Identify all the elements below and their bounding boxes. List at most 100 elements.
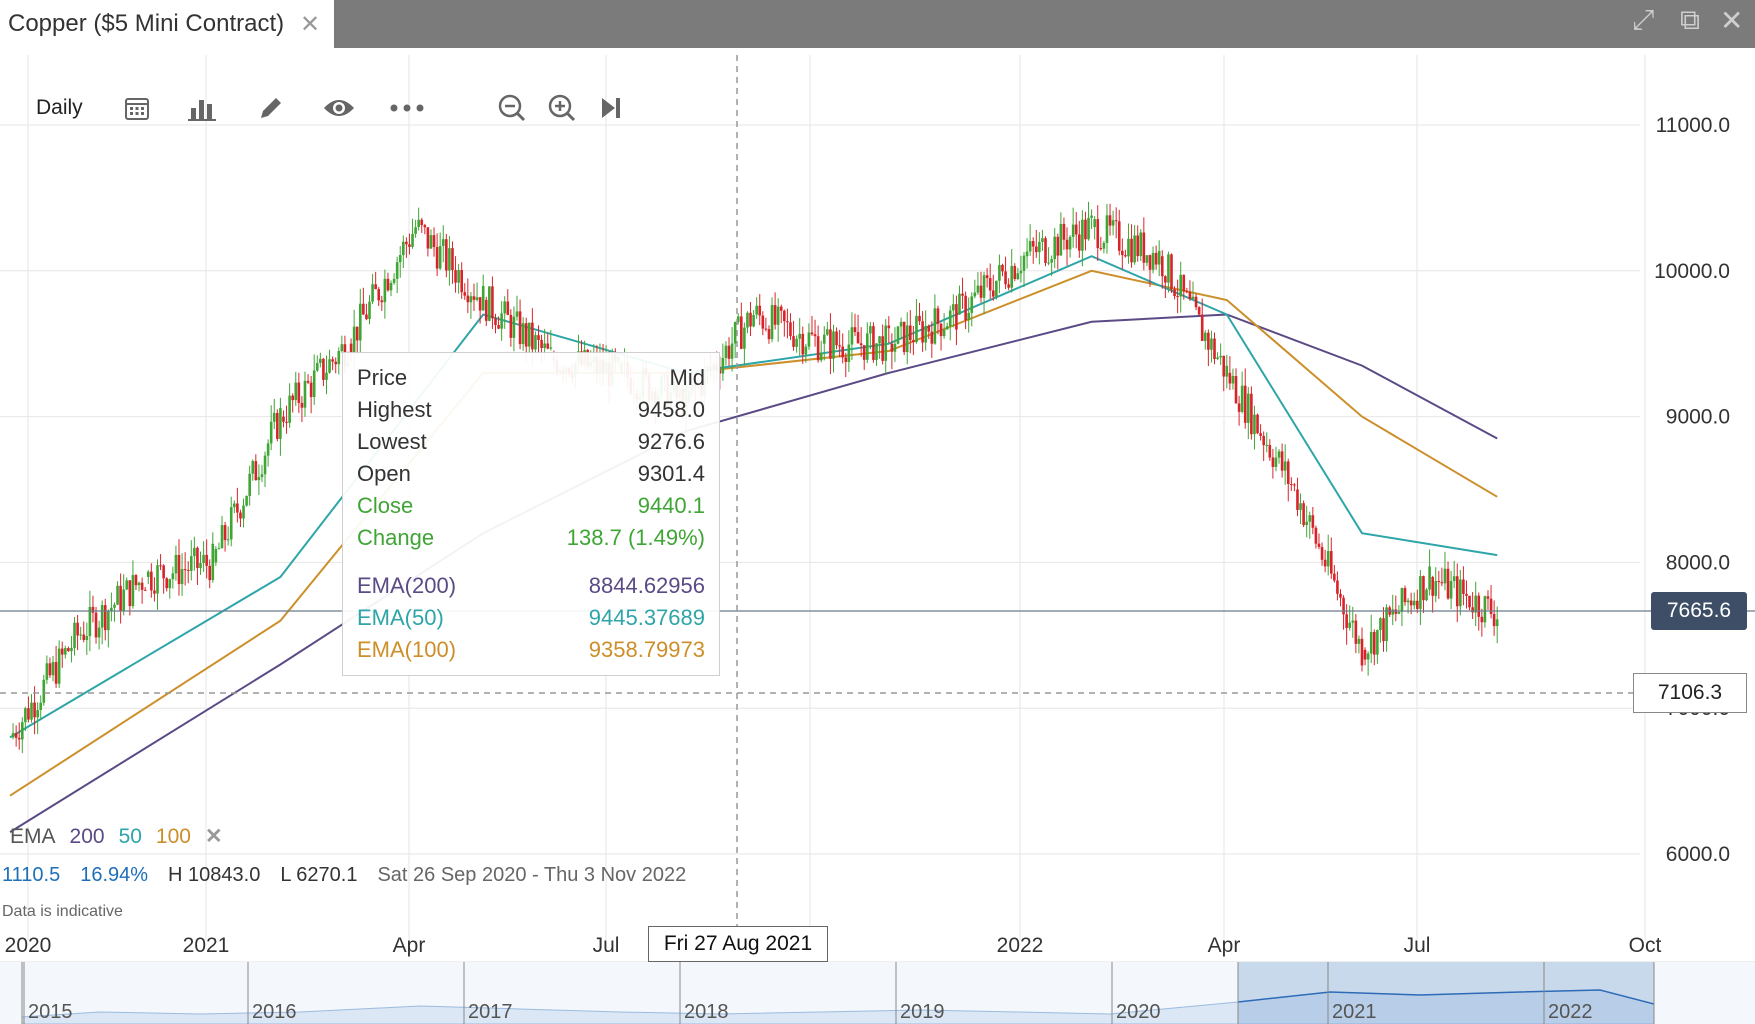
candle-body: [186, 569, 190, 571]
candle-body: [1203, 332, 1207, 341]
legend-ema200[interactable]: 200: [69, 824, 105, 848]
candle-body: [97, 627, 101, 638]
candle-body: [386, 278, 390, 291]
current-price-badge: 7665.6: [1651, 592, 1747, 630]
candle-body: [955, 304, 958, 330]
legend-ema100[interactable]: 100: [155, 824, 191, 848]
remove-indicator-icon[interactable]: ✕: [204, 825, 223, 848]
candle-body: [1136, 235, 1139, 257]
candle-body: [1329, 551, 1333, 574]
candle-body: [945, 326, 949, 330]
legend-ema-label: EMA: [10, 824, 56, 848]
candle-body: [1182, 274, 1186, 292]
timeline-navigator[interactable]: 2015 2016 2017 2018 2019 2020 2021 2022: [0, 962, 1755, 1024]
candle-body: [1004, 271, 1007, 285]
pencil-icon[interactable]: [254, 86, 288, 130]
zoom-in-icon[interactable]: [546, 86, 578, 130]
candle-body: [1449, 581, 1453, 599]
navigator-year-label: 2017: [468, 1001, 513, 1023]
candle-body: [334, 361, 338, 365]
candle-body: [1121, 250, 1124, 256]
candle-body: [927, 325, 931, 332]
bar-chart-icon[interactable]: [184, 86, 220, 130]
candle-body: [140, 582, 144, 590]
tooltip-row-close: Close 9440.1: [357, 491, 705, 521]
tooltip-value: 9458.0: [637, 397, 705, 422]
candle-body: [110, 607, 113, 612]
y-tick-label: 9000.0: [1666, 406, 1730, 429]
stat-high: H 10843.0: [168, 864, 261, 886]
candle-body: [798, 333, 801, 339]
candle-body: [159, 565, 162, 567]
candle-body: [740, 316, 743, 349]
candle-body: [131, 575, 135, 607]
more-icon[interactable]: [388, 86, 426, 130]
candle-body: [767, 329, 771, 340]
tab-close-icon[interactable]: ✕: [300, 11, 321, 38]
candle-body: [1117, 221, 1121, 251]
calendar-icon[interactable]: [120, 86, 154, 130]
candle-body: [1047, 262, 1050, 264]
candle-body: [1308, 515, 1312, 522]
candle-body: [743, 327, 746, 349]
candle-body: [45, 663, 49, 680]
candle-body: [792, 336, 795, 347]
candle-body: [1093, 219, 1096, 228]
candle-body: [1299, 503, 1302, 510]
candle-body: [1428, 566, 1431, 590]
candle-body: [1114, 220, 1118, 222]
navigator-selection[interactable]: [1238, 962, 1654, 1024]
candle-body: [826, 329, 829, 335]
candle-body: [856, 332, 860, 344]
candle-body: [469, 296, 473, 303]
interval-selector[interactable]: Daily: [36, 96, 83, 119]
tooltip-label: EMA(50): [357, 605, 444, 630]
stat-change: 1110.5: [2, 864, 61, 886]
candle-body: [835, 331, 838, 346]
candle-body: [1213, 338, 1216, 359]
candle-body: [76, 622, 79, 636]
x-tick-label: Jul: [1404, 934, 1431, 957]
tab-copper[interactable]: Copper ($5 Mini Contract) ✕: [0, 0, 334, 48]
candle-body: [1342, 597, 1345, 615]
candle-body: [736, 316, 740, 323]
candle-body: [822, 334, 826, 344]
disclaimer-text: Data is indicative: [2, 903, 123, 920]
candle-body: [217, 548, 221, 550]
tooltip-row-ema50: EMA(50) 9445.37689: [357, 603, 705, 633]
candle-body: [752, 315, 755, 327]
candle-body: [1191, 296, 1195, 300]
candle-body: [1314, 527, 1318, 544]
candle-body: [1081, 219, 1084, 251]
candle-body: [1034, 246, 1038, 253]
close-window-icon[interactable]: ✕: [1720, 5, 1744, 36]
candle-body: [1151, 252, 1155, 270]
candles: [11, 201, 1499, 754]
candle-body: [1440, 582, 1444, 584]
eye-icon[interactable]: [320, 86, 358, 130]
candle-body: [355, 326, 359, 341]
candle-body: [371, 284, 374, 302]
popout-icon[interactable]: ⧉: [1680, 4, 1700, 35]
candle-body: [297, 382, 301, 403]
candle-body: [776, 306, 780, 325]
candle-body: [789, 322, 792, 337]
candle-body: [973, 292, 977, 297]
skip-to-end-icon[interactable]: [596, 86, 626, 130]
candle-body: [850, 327, 854, 345]
candle-body: [365, 314, 368, 320]
candle-body: [405, 241, 408, 245]
candle-body: [319, 358, 322, 364]
navigator-year-label: 2016: [252, 1001, 297, 1023]
candle-body: [211, 543, 215, 581]
zoom-out-icon[interactable]: [496, 86, 528, 130]
candle-body: [721, 357, 725, 374]
candle-body: [786, 321, 789, 323]
expand-icon[interactable]: ⤢: [1632, 4, 1655, 35]
candle-body: [829, 329, 832, 359]
candle-body: [358, 303, 362, 341]
candle-body: [875, 343, 878, 360]
candle-body: [1256, 414, 1259, 434]
legend-ema50[interactable]: 50: [118, 824, 142, 848]
